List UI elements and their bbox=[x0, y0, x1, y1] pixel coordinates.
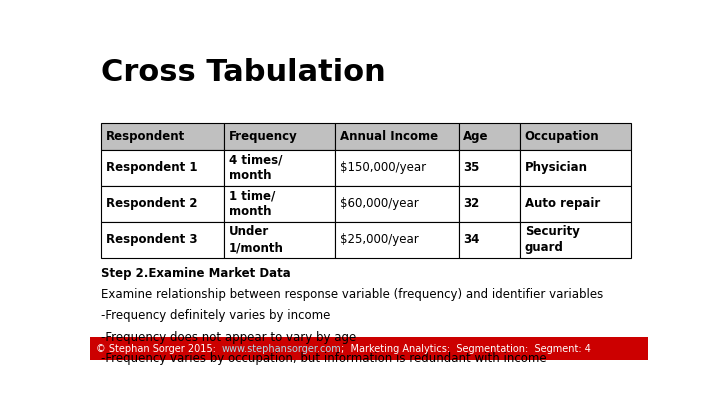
Text: Under
1/month: Under 1/month bbox=[229, 225, 284, 254]
Bar bbox=[459, 124, 521, 150]
Bar bbox=[336, 222, 459, 258]
Bar bbox=[521, 222, 631, 258]
Text: 1 time/
month: 1 time/ month bbox=[229, 189, 275, 218]
Text: $25,000/year: $25,000/year bbox=[340, 233, 418, 246]
Text: 34: 34 bbox=[463, 233, 480, 246]
Text: Respondent 1: Respondent 1 bbox=[106, 161, 197, 175]
Bar bbox=[521, 150, 631, 186]
Text: 32: 32 bbox=[463, 197, 480, 210]
Bar bbox=[521, 186, 631, 222]
Text: $60,000/year: $60,000/year bbox=[340, 197, 418, 210]
Bar bbox=[101, 222, 225, 258]
Text: © Stephan Sorger 2015:: © Stephan Sorger 2015: bbox=[96, 344, 222, 354]
Text: Respondent: Respondent bbox=[106, 130, 185, 143]
Text: Annual Income: Annual Income bbox=[340, 130, 438, 143]
Text: Age: Age bbox=[463, 130, 489, 143]
Bar bbox=[336, 124, 459, 150]
Text: -Frequency definitely varies by income: -Frequency definitely varies by income bbox=[101, 309, 330, 322]
Bar bbox=[459, 222, 521, 258]
Text: $150,000/year: $150,000/year bbox=[340, 161, 426, 175]
Text: Security
guard: Security guard bbox=[525, 225, 580, 254]
Bar bbox=[101, 186, 225, 222]
Bar bbox=[336, 186, 459, 222]
Text: Frequency: Frequency bbox=[229, 130, 297, 143]
Text: Occupation: Occupation bbox=[525, 130, 599, 143]
Text: -Frequency varies by occupation, but information is redundant with income: -Frequency varies by occupation, but inf… bbox=[101, 352, 546, 365]
Bar bbox=[521, 124, 631, 150]
Bar bbox=[90, 337, 648, 360]
Text: Auto repair: Auto repair bbox=[525, 197, 600, 210]
Text: www.stephansorger.com: www.stephansorger.com bbox=[222, 344, 341, 354]
Text: Cross Tabulation: Cross Tabulation bbox=[101, 58, 386, 87]
Bar bbox=[225, 124, 336, 150]
Text: 4 times/
month: 4 times/ month bbox=[229, 153, 282, 182]
Bar bbox=[336, 150, 459, 186]
Bar bbox=[225, 222, 336, 258]
Bar bbox=[225, 150, 336, 186]
Bar bbox=[225, 186, 336, 222]
Bar bbox=[101, 124, 225, 150]
Text: -Frequency does not appear to vary by age: -Frequency does not appear to vary by ag… bbox=[101, 330, 356, 343]
Bar bbox=[459, 150, 521, 186]
Text: 35: 35 bbox=[463, 161, 480, 175]
Bar bbox=[459, 186, 521, 222]
Text: Step 2.Examine Market Data: Step 2.Examine Market Data bbox=[101, 267, 291, 280]
Text: Examine relationship between response variable (frequency) and identifier variab: Examine relationship between response va… bbox=[101, 288, 603, 301]
Bar bbox=[101, 150, 225, 186]
Text: ;  Marketing Analytics:  Segmentation:  Segment: 4: ; Marketing Analytics: Segmentation: Seg… bbox=[341, 344, 591, 354]
Text: Respondent 2: Respondent 2 bbox=[106, 197, 197, 210]
Text: Physician: Physician bbox=[525, 161, 588, 175]
Text: Respondent 3: Respondent 3 bbox=[106, 233, 197, 246]
